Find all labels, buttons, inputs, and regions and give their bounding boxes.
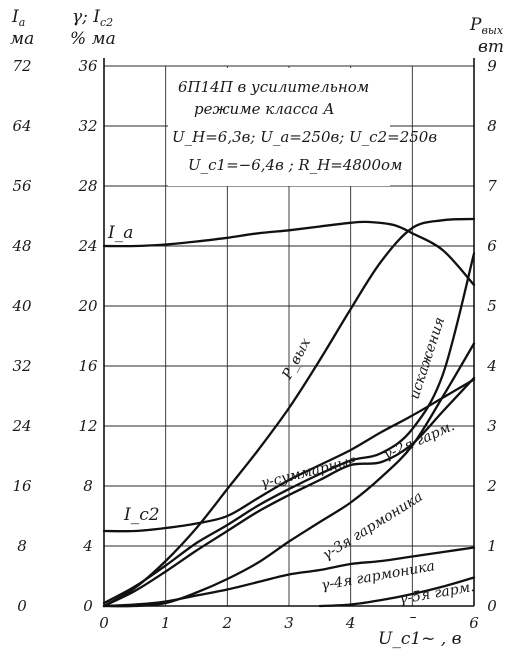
pout-tick-label-4: 4 — [486, 357, 497, 375]
gamma_ic2-tick-label-0: 0 — [83, 597, 93, 615]
gamma_ic2-tick-label-1: 4 — [82, 537, 93, 555]
pout-tick-label-9: 9 — [487, 57, 497, 75]
ia-tick-label-4: 32 — [12, 357, 31, 375]
curve-pout — [102, 217, 476, 608]
ia-tick-label-3: 24 — [11, 417, 31, 435]
pout-tick-label-8: 8 — [487, 117, 497, 135]
curve-g_sum — [102, 252, 476, 605]
ia-tick-label-2: 16 — [12, 477, 32, 495]
gamma_ic2-tick-label-4: 16 — [78, 357, 98, 375]
gamma_ic2-tick-label-2: 8 — [83, 477, 93, 495]
gamma-ic2-axis-header: γ; Ic2 — [72, 7, 113, 29]
pout-tick-label-1: 1 — [487, 537, 497, 555]
ia-tick-label-1: 8 — [17, 537, 27, 555]
curve-ic2 — [102, 378, 476, 533]
pout-axis-unit: вт — [478, 37, 504, 57]
chart-title-box: 6П14П в усилительном режиме класса А U_H… — [168, 68, 437, 186]
pout-tick-label-2: 2 — [486, 477, 497, 495]
x-tick-label-1: 1 — [161, 614, 171, 632]
pout-tick-label-5: 5 — [487, 297, 497, 315]
ia-tick-label-0: 0 — [17, 597, 27, 615]
pout-tick-label-7: 7 — [487, 177, 497, 195]
ia-tick-label-8: 64 — [12, 117, 31, 135]
gamma_ic2-tick-label-5: 20 — [77, 297, 98, 315]
x-tick-label-4: 4 — [345, 614, 356, 632]
gamma_ic2-tick-label-9: 36 — [78, 57, 98, 75]
x-tick-label-2: 2 — [222, 614, 233, 632]
x-axis-label: U_c1~ , в — [378, 629, 462, 649]
title-box-background — [168, 68, 390, 186]
pout-axis-header: Pвых — [469, 15, 504, 37]
x-tick-label-3: 3 — [284, 614, 294, 632]
gamma_ic2-tick-label-6: 24 — [77, 237, 97, 255]
gamma_ic2-tick-label-3: 12 — [78, 417, 97, 435]
ia-tick-label-5: 40 — [11, 297, 32, 315]
curves — [102, 217, 476, 608]
x-tick-label-0: 0 — [99, 614, 109, 632]
curve-ia — [102, 220, 476, 287]
axes — [103, 58, 475, 607]
ia-tick-label-9: 72 — [12, 57, 31, 75]
chart-title-line-4: U_c1=−6,4в ; R_H=4800ом — [188, 156, 402, 174]
chart-title-line-1: 6П14П в усилительном — [178, 78, 369, 96]
label-ia: I_a — [107, 223, 133, 243]
curve-g_3 — [102, 342, 476, 608]
ia-tick-label-7: 56 — [12, 177, 32, 195]
ia-tick-label-6: 48 — [11, 237, 31, 255]
gamma_ic2-tick-label-7: 28 — [77, 177, 97, 195]
pout-tick-label-0: 0 — [487, 597, 497, 615]
pout-tick-label-6: 6 — [487, 237, 497, 255]
pout-tick-label-3: 3 — [487, 417, 497, 435]
ia-axis-header: Ia — [11, 7, 25, 29]
gamma-ic2-axis-unit: % ма — [70, 29, 116, 49]
ia-axis-unit: ма — [10, 29, 34, 49]
label-ic2: I_c2 — [123, 505, 160, 525]
curve-g_5 — [318, 576, 476, 608]
x-label-background — [370, 618, 468, 654]
tick-labels: 0816243240485664720481216202428323601234… — [11, 57, 497, 632]
chart-title-line-3: U_H=6,3в; U_a=250в; U_c2=250в — [172, 128, 437, 146]
curve-g_4 — [102, 546, 476, 608]
gamma_ic2-tick-label-8: 32 — [78, 117, 97, 135]
x-tick-label-6: 6 — [469, 614, 479, 632]
axis-headers: Ia ма γ; Ic2 % ма Pвых вт — [10, 7, 504, 57]
chart-title-line-2: режиме класса А — [194, 100, 335, 118]
